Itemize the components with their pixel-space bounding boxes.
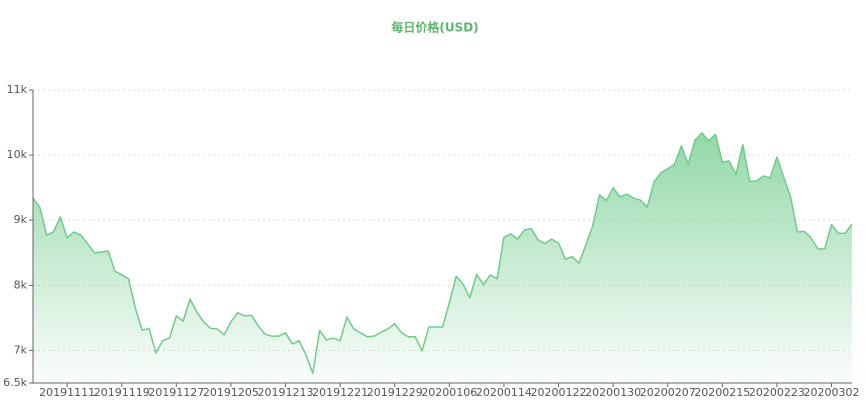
x-tick-label: 20191119 <box>94 386 150 399</box>
y-tick-label: 6.5k <box>3 376 27 389</box>
area-fill <box>33 132 852 383</box>
x-tick-label: 20200114 <box>476 386 532 399</box>
x-tick-label: 20191213 <box>258 386 314 399</box>
x-tick-label: 20200215 <box>694 386 750 399</box>
x-tick-label: 20191111 <box>39 386 95 399</box>
x-tick-label: 20200207 <box>640 386 696 399</box>
x-tick-label: 20200130 <box>585 386 641 399</box>
price-line <box>32 132 853 374</box>
x-tick-label: 20200302 <box>804 386 860 399</box>
chart-title: 每日价格(USD) <box>391 20 478 35</box>
y-tick-label: 8k <box>14 278 28 291</box>
y-tick-label: 7k <box>14 343 28 356</box>
x-tick-label: 20200106 <box>421 386 477 399</box>
x-tick-label: 20191229 <box>367 386 423 399</box>
y-tick-label: 9k <box>14 213 28 226</box>
x-tick-label: 20191205 <box>203 386 259 399</box>
y-tick-label: 10k <box>7 148 28 161</box>
x-tick-label: 20200223 <box>749 386 805 399</box>
x-tick-label: 20200122 <box>531 386 587 399</box>
x-tick-label: 20191221 <box>312 386 368 399</box>
y-tick-label: 11k <box>7 83 28 96</box>
x-tick-label: 20191127 <box>148 386 204 399</box>
